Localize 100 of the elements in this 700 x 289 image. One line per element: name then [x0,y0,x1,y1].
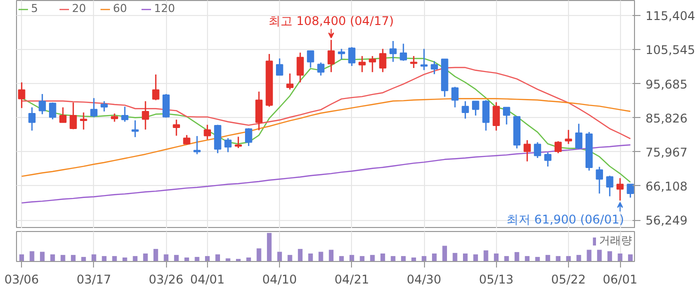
candlestick [214,124,222,154]
candlestick [224,137,232,153]
legend-label: 거래량 [599,233,632,248]
bar [153,248,158,262]
candlestick [286,72,294,90]
bar [256,248,262,262]
candlestick [80,112,88,130]
candlestick [410,55,418,69]
candlestick [626,184,634,198]
legend-label: 5 [31,2,39,15]
bar [597,250,602,262]
candlestick [234,136,242,149]
x-tick-label: 05/13 [478,272,514,286]
bar [30,251,34,262]
annotation: 최저 61,900 (06/01) [506,212,624,227]
candlestick [462,100,469,120]
bar [442,246,447,262]
bar [504,256,509,262]
candlestick [492,102,500,132]
bar [266,232,272,262]
bar [432,254,437,262]
bar [339,256,344,262]
candlestick [18,82,26,109]
candlestick [121,106,128,122]
x-tick-label: 04/30 [406,272,442,286]
candlestick [172,118,180,136]
bar [370,254,375,262]
candlestick [100,100,108,112]
candlestick [255,90,263,131]
x-tick-label: 04/21 [334,272,370,286]
annotation: 최고 108,400 (04/17) [268,14,394,28]
candlestick [420,48,428,71]
candlestick [306,50,314,68]
candlestick [152,74,160,101]
x-tick-label: 04/01 [190,272,225,286]
candlestick [430,60,438,75]
y-tick-label: 115,404 [646,9,696,24]
candlestick [132,120,139,138]
candlestick [554,140,562,154]
bar [298,248,303,262]
bar [607,251,612,262]
line-series [21,66,631,140]
y-tick-label: 66,108 [646,179,688,194]
bar [586,250,592,262]
bar [318,252,324,262]
y-tick-label: 95,685 [646,77,688,92]
bar [328,250,334,262]
candlestick [28,106,36,132]
bar [81,256,86,262]
candlestick [338,48,346,60]
candlestick [472,100,480,116]
candlestick [524,140,531,162]
legend-label: 120 [154,2,175,15]
bar [40,252,45,262]
candlestick [379,48,386,73]
bar [484,250,488,262]
bar [452,252,458,262]
bar [462,254,468,262]
candlestick [70,102,77,130]
candlestick [276,58,284,76]
bar [514,252,520,262]
x-tick-label: 03/26 [148,272,184,286]
bar [308,254,313,262]
legend-label: 20 [72,2,87,15]
y-tick-label: 56,249 [646,214,688,228]
candlestick [544,152,552,168]
candlestick [296,52,304,84]
bar [422,256,426,262]
bar [566,256,571,262]
candlestick [90,97,98,118]
x-tick-label: 03/17 [76,272,112,286]
legend-label: 60 [113,2,128,15]
x-tick-label: 03/06 [4,272,39,286]
bar [618,254,622,262]
candlestick [328,39,335,73]
bar [112,256,117,262]
bar [380,254,386,262]
x-tick-label: 05/22 [551,272,586,286]
y-tick-label: 105,545 [646,43,696,58]
candlestick [564,129,572,145]
candlestick [204,124,211,140]
candlestick [317,62,324,76]
candlestick [534,142,542,159]
candlestick [616,177,624,202]
candlestick [193,135,201,155]
x-tick-label: 06/01 [602,272,638,286]
candlestick [502,106,510,126]
candlestick [49,102,56,120]
candlestick [38,93,46,115]
candlestick [575,123,582,150]
candlestick [400,43,407,62]
candlestick [606,175,614,197]
candlestick [451,86,459,108]
candlestick [142,100,150,130]
bar [535,256,540,262]
x-tick-label: 04/10 [262,272,297,286]
candlestick [389,40,397,63]
candlestick [245,128,252,147]
candlestick [162,93,170,118]
candlestick [482,100,490,132]
